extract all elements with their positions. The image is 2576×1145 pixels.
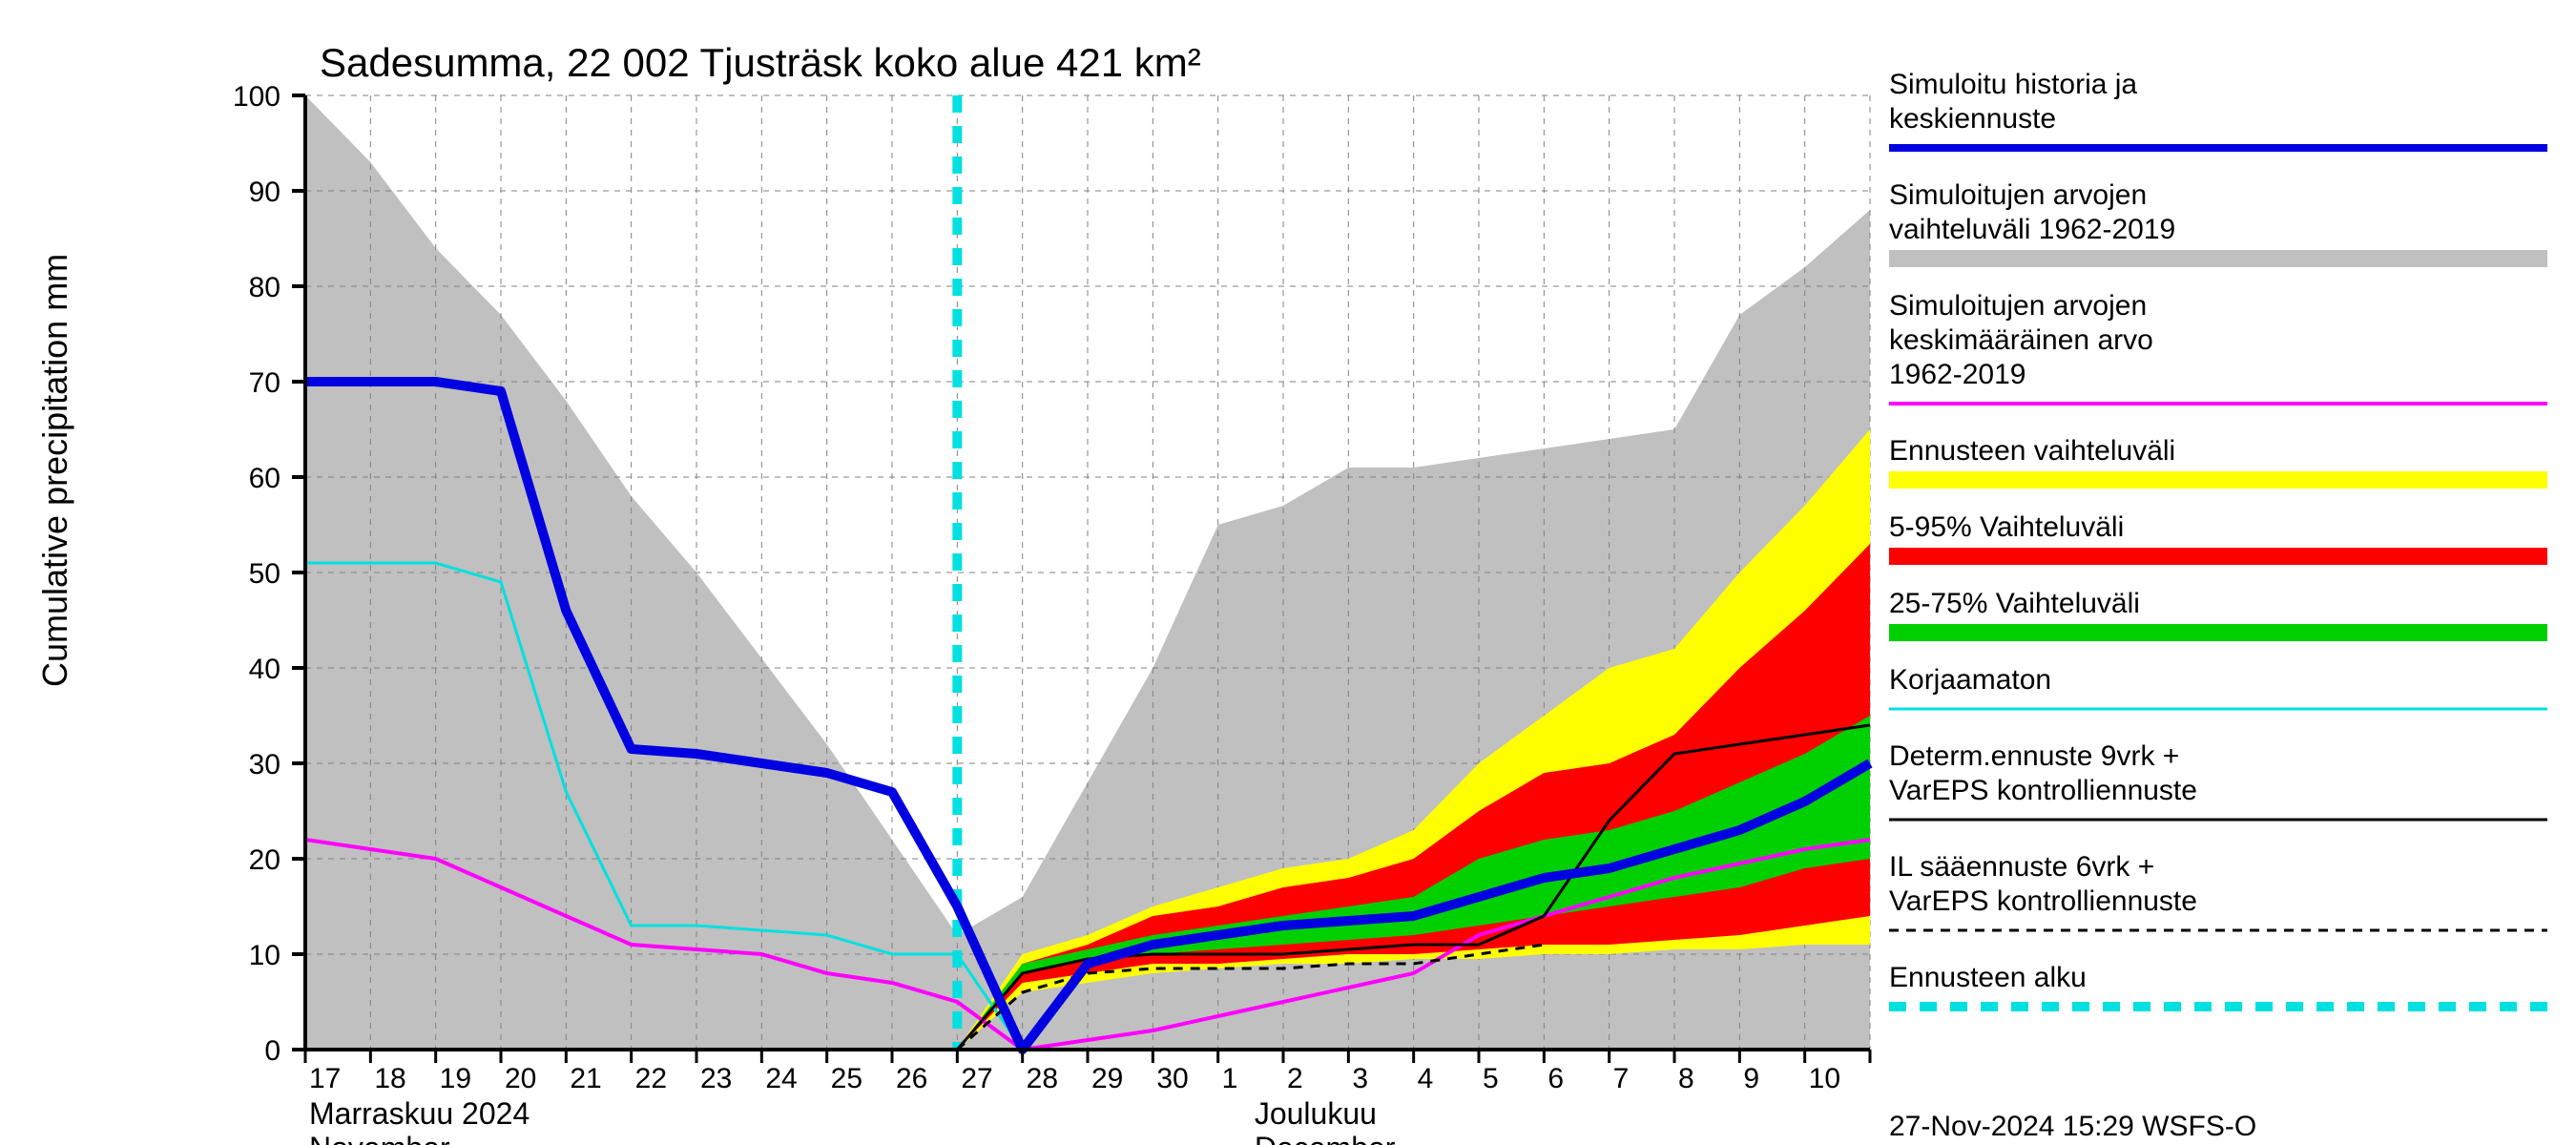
- y-tick-label: 80: [249, 272, 280, 303]
- x-tick-label: 19: [440, 1063, 471, 1094]
- x-tick-label: 22: [635, 1063, 667, 1094]
- y-tick-label: 20: [249, 844, 280, 876]
- x-tick-label: 18: [374, 1063, 405, 1094]
- legend-label: VarEPS kontrolliennuste: [1889, 885, 2197, 917]
- x-tick-label: 1: [1222, 1063, 1238, 1094]
- y-tick-label: 50: [249, 558, 280, 590]
- x-tick-label: 3: [1352, 1063, 1368, 1094]
- x-tick-label: 24: [765, 1063, 797, 1094]
- x-tick-label: 28: [1027, 1063, 1058, 1094]
- legend-swatch: [1889, 250, 2547, 267]
- legend-label: vaihteluväli 1962-2019: [1889, 214, 2175, 245]
- x-tick-label: 8: [1678, 1063, 1694, 1094]
- y-tick-label: 40: [249, 654, 280, 685]
- x-tick-label: 20: [505, 1063, 536, 1094]
- legend-label: Korjaamaton: [1889, 664, 2051, 696]
- legend: Simuloitu historia jakeskiennuste Simuloi…: [1889, 69, 2547, 1007]
- x-tick-label: 17: [309, 1063, 341, 1094]
- x-tick-label: 30: [1156, 1063, 1188, 1094]
- legend-swatch: [1889, 548, 2547, 565]
- legend-label: 1962-2019: [1889, 359, 2025, 390]
- legend-label: Ennusteen alku: [1889, 962, 2087, 993]
- y-tick-label: 90: [249, 177, 280, 208]
- legend-label: 25-75% Vaihteluväli: [1889, 588, 2140, 619]
- month-label: November: [309, 1131, 450, 1145]
- y-tick-label: 30: [249, 749, 280, 781]
- x-tick-label: 5: [1483, 1063, 1499, 1094]
- month-label: Joulukuu: [1255, 1096, 1377, 1131]
- x-tick-label: 4: [1418, 1063, 1434, 1094]
- x-tick-label: 26: [896, 1063, 927, 1094]
- legend-label: Ennusteen vaihteluväli: [1889, 435, 2175, 467]
- x-tick-label: 10: [1809, 1063, 1840, 1094]
- y-tick-label: 10: [249, 940, 280, 971]
- x-tick-label: 23: [700, 1063, 732, 1094]
- legend-swatch: [1889, 624, 2547, 641]
- legend-label: Simuloitujen arvojen: [1889, 290, 2147, 322]
- x-tick-label: 25: [831, 1063, 862, 1094]
- x-tick-label: 6: [1548, 1063, 1564, 1094]
- y-tick-label: 70: [249, 367, 280, 399]
- legend-label: VarEPS kontrolliennuste: [1889, 775, 2197, 806]
- x-tick-label: 21: [570, 1063, 601, 1094]
- x-tick-label: 27: [961, 1063, 992, 1094]
- chart-svg: 0102030405060708090100171819202122232425…: [0, 0, 2576, 1145]
- legend-label: keskiennuste: [1889, 103, 2056, 135]
- y-tick-label: 0: [264, 1035, 280, 1067]
- legend-label: Simuloitu historia ja: [1889, 69, 2137, 100]
- x-tick-label: 2: [1287, 1063, 1303, 1094]
- legend-label: keskimääräinen arvo: [1889, 324, 2153, 356]
- x-tick-label: 29: [1091, 1063, 1123, 1094]
- y-axis-title: Cumulative precipitation mm: [35, 254, 74, 687]
- legend-swatch: [1889, 471, 2547, 489]
- chart-container: 0102030405060708090100171819202122232425…: [0, 0, 2576, 1145]
- y-tick-label: 100: [233, 81, 280, 113]
- month-label: Marraskuu 2024: [309, 1096, 530, 1131]
- chart-title: Sadesumma, 22 002 Tjusträsk koko alue 42…: [320, 40, 1201, 85]
- legend-label: IL sääennuste 6vrk +: [1889, 851, 2154, 883]
- x-tick-label: 7: [1613, 1063, 1630, 1094]
- legend-label: 5-95% Vaihteluväli: [1889, 511, 2124, 543]
- y-tick-label: 60: [249, 463, 280, 494]
- month-label: December: [1255, 1131, 1396, 1145]
- legend-label: Determ.ennuste 9vrk +: [1889, 740, 2179, 772]
- x-tick-label: 9: [1743, 1063, 1759, 1094]
- footer-timestamp: 27-Nov-2024 15:29 WSFS-O: [1889, 1111, 2256, 1142]
- legend-label: Simuloitujen arvojen: [1889, 179, 2147, 211]
